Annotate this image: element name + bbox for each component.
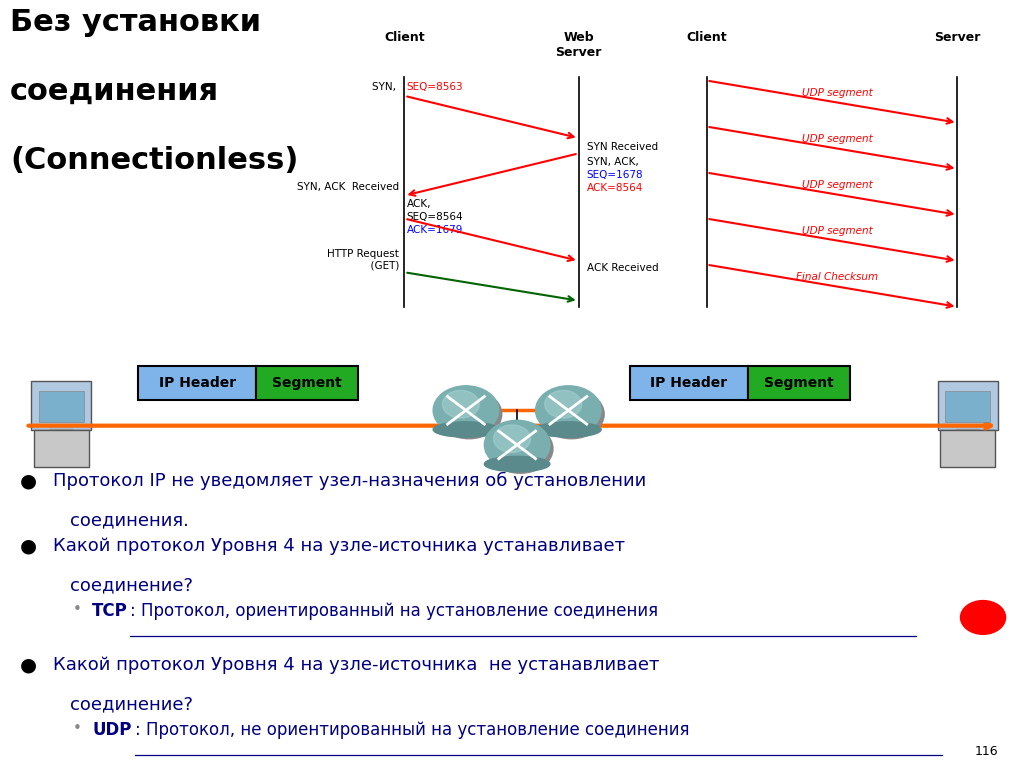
Ellipse shape — [484, 456, 550, 472]
Text: TCP: TCP — [92, 602, 128, 620]
Text: SYN,: SYN, — [372, 82, 399, 92]
Bar — [938, 381, 997, 430]
Text: : Протокол, ориентированный на установление соединения: : Протокол, ориентированный на установле… — [130, 602, 658, 620]
Bar — [748, 366, 850, 400]
Text: SEQ=1678: SEQ=1678 — [587, 170, 643, 180]
Text: соединение?: соединение? — [70, 696, 193, 713]
Text: Web
Server: Web Server — [555, 31, 602, 59]
Circle shape — [436, 390, 502, 439]
Circle shape — [442, 390, 479, 418]
Text: соединения: соединения — [10, 77, 219, 106]
Text: Segment: Segment — [764, 376, 834, 390]
Circle shape — [433, 386, 499, 435]
Text: ACK=8564: ACK=8564 — [587, 183, 643, 193]
Text: соединение?: соединение? — [70, 577, 193, 594]
Text: Client: Client — [686, 31, 727, 44]
Text: IP Header: IP Header — [650, 376, 727, 390]
Text: SYN, ACK  Received: SYN, ACK Received — [297, 182, 399, 192]
Bar — [34, 430, 89, 467]
Bar — [39, 391, 84, 423]
Circle shape — [539, 390, 604, 439]
Polygon shape — [949, 430, 986, 440]
Text: UDP segment: UDP segment — [802, 87, 872, 98]
Text: : Протокол, не ориентированный на установление соединения: : Протокол, не ориентированный на устано… — [135, 721, 690, 739]
Circle shape — [494, 425, 530, 453]
Bar — [38, 438, 84, 443]
Text: UDP segment: UDP segment — [802, 225, 872, 236]
Text: Client: Client — [384, 31, 425, 44]
Ellipse shape — [433, 422, 499, 437]
Text: ACK Received: ACK Received — [587, 263, 658, 273]
Text: ●: ● — [20, 537, 37, 556]
Text: ●: ● — [20, 656, 37, 675]
Circle shape — [484, 420, 550, 469]
Text: HTTP Request
      (GET): HTTP Request (GET) — [328, 249, 399, 271]
Circle shape — [487, 424, 553, 473]
Text: 116: 116 — [975, 745, 998, 758]
Bar — [944, 438, 991, 443]
Text: UDP: UDP — [92, 721, 131, 739]
Text: ACK=1679: ACK=1679 — [407, 225, 463, 235]
Circle shape — [536, 386, 601, 435]
Circle shape — [545, 390, 582, 418]
Text: Какой протокол Уровня 4 на узле-источника устанавливает: Какой протокол Уровня 4 на узле-источник… — [53, 537, 626, 555]
Text: соединения.: соединения. — [70, 512, 188, 529]
Text: Протокол IP не уведомляет узел-назначения об установлении: Протокол IP не уведомляет узел-назначени… — [53, 472, 646, 490]
Text: SEQ=8563: SEQ=8563 — [407, 82, 463, 92]
Text: IP Header: IP Header — [159, 376, 236, 390]
Text: •: • — [73, 721, 81, 736]
Bar — [940, 430, 995, 467]
Ellipse shape — [536, 422, 601, 437]
Text: Server: Server — [934, 31, 981, 44]
Text: UDP segment: UDP segment — [802, 133, 872, 144]
Text: ACK,: ACK, — [407, 199, 431, 209]
Text: UDP segment: UDP segment — [802, 179, 872, 190]
Circle shape — [961, 601, 1006, 634]
Bar — [945, 391, 990, 423]
Text: SEQ=8564: SEQ=8564 — [407, 212, 463, 222]
Text: •: • — [73, 602, 81, 617]
Text: Какой протокол Уровня 4 на узле-источника  не устанавливает: Какой протокол Уровня 4 на узле-источник… — [53, 656, 659, 673]
Text: Без установки: Без установки — [10, 8, 261, 37]
Bar — [256, 366, 358, 400]
Bar — [138, 366, 256, 400]
Text: SYN, ACK,: SYN, ACK, — [587, 157, 639, 167]
Text: Segment: Segment — [272, 376, 342, 390]
Polygon shape — [43, 430, 80, 440]
Text: ●: ● — [20, 472, 37, 491]
Text: (Connectionless): (Connectionless) — [10, 146, 299, 175]
Bar — [32, 381, 91, 430]
Text: SYN Received: SYN Received — [587, 142, 657, 152]
Bar — [630, 366, 748, 400]
Text: Final Checksum: Final Checksum — [796, 272, 879, 282]
